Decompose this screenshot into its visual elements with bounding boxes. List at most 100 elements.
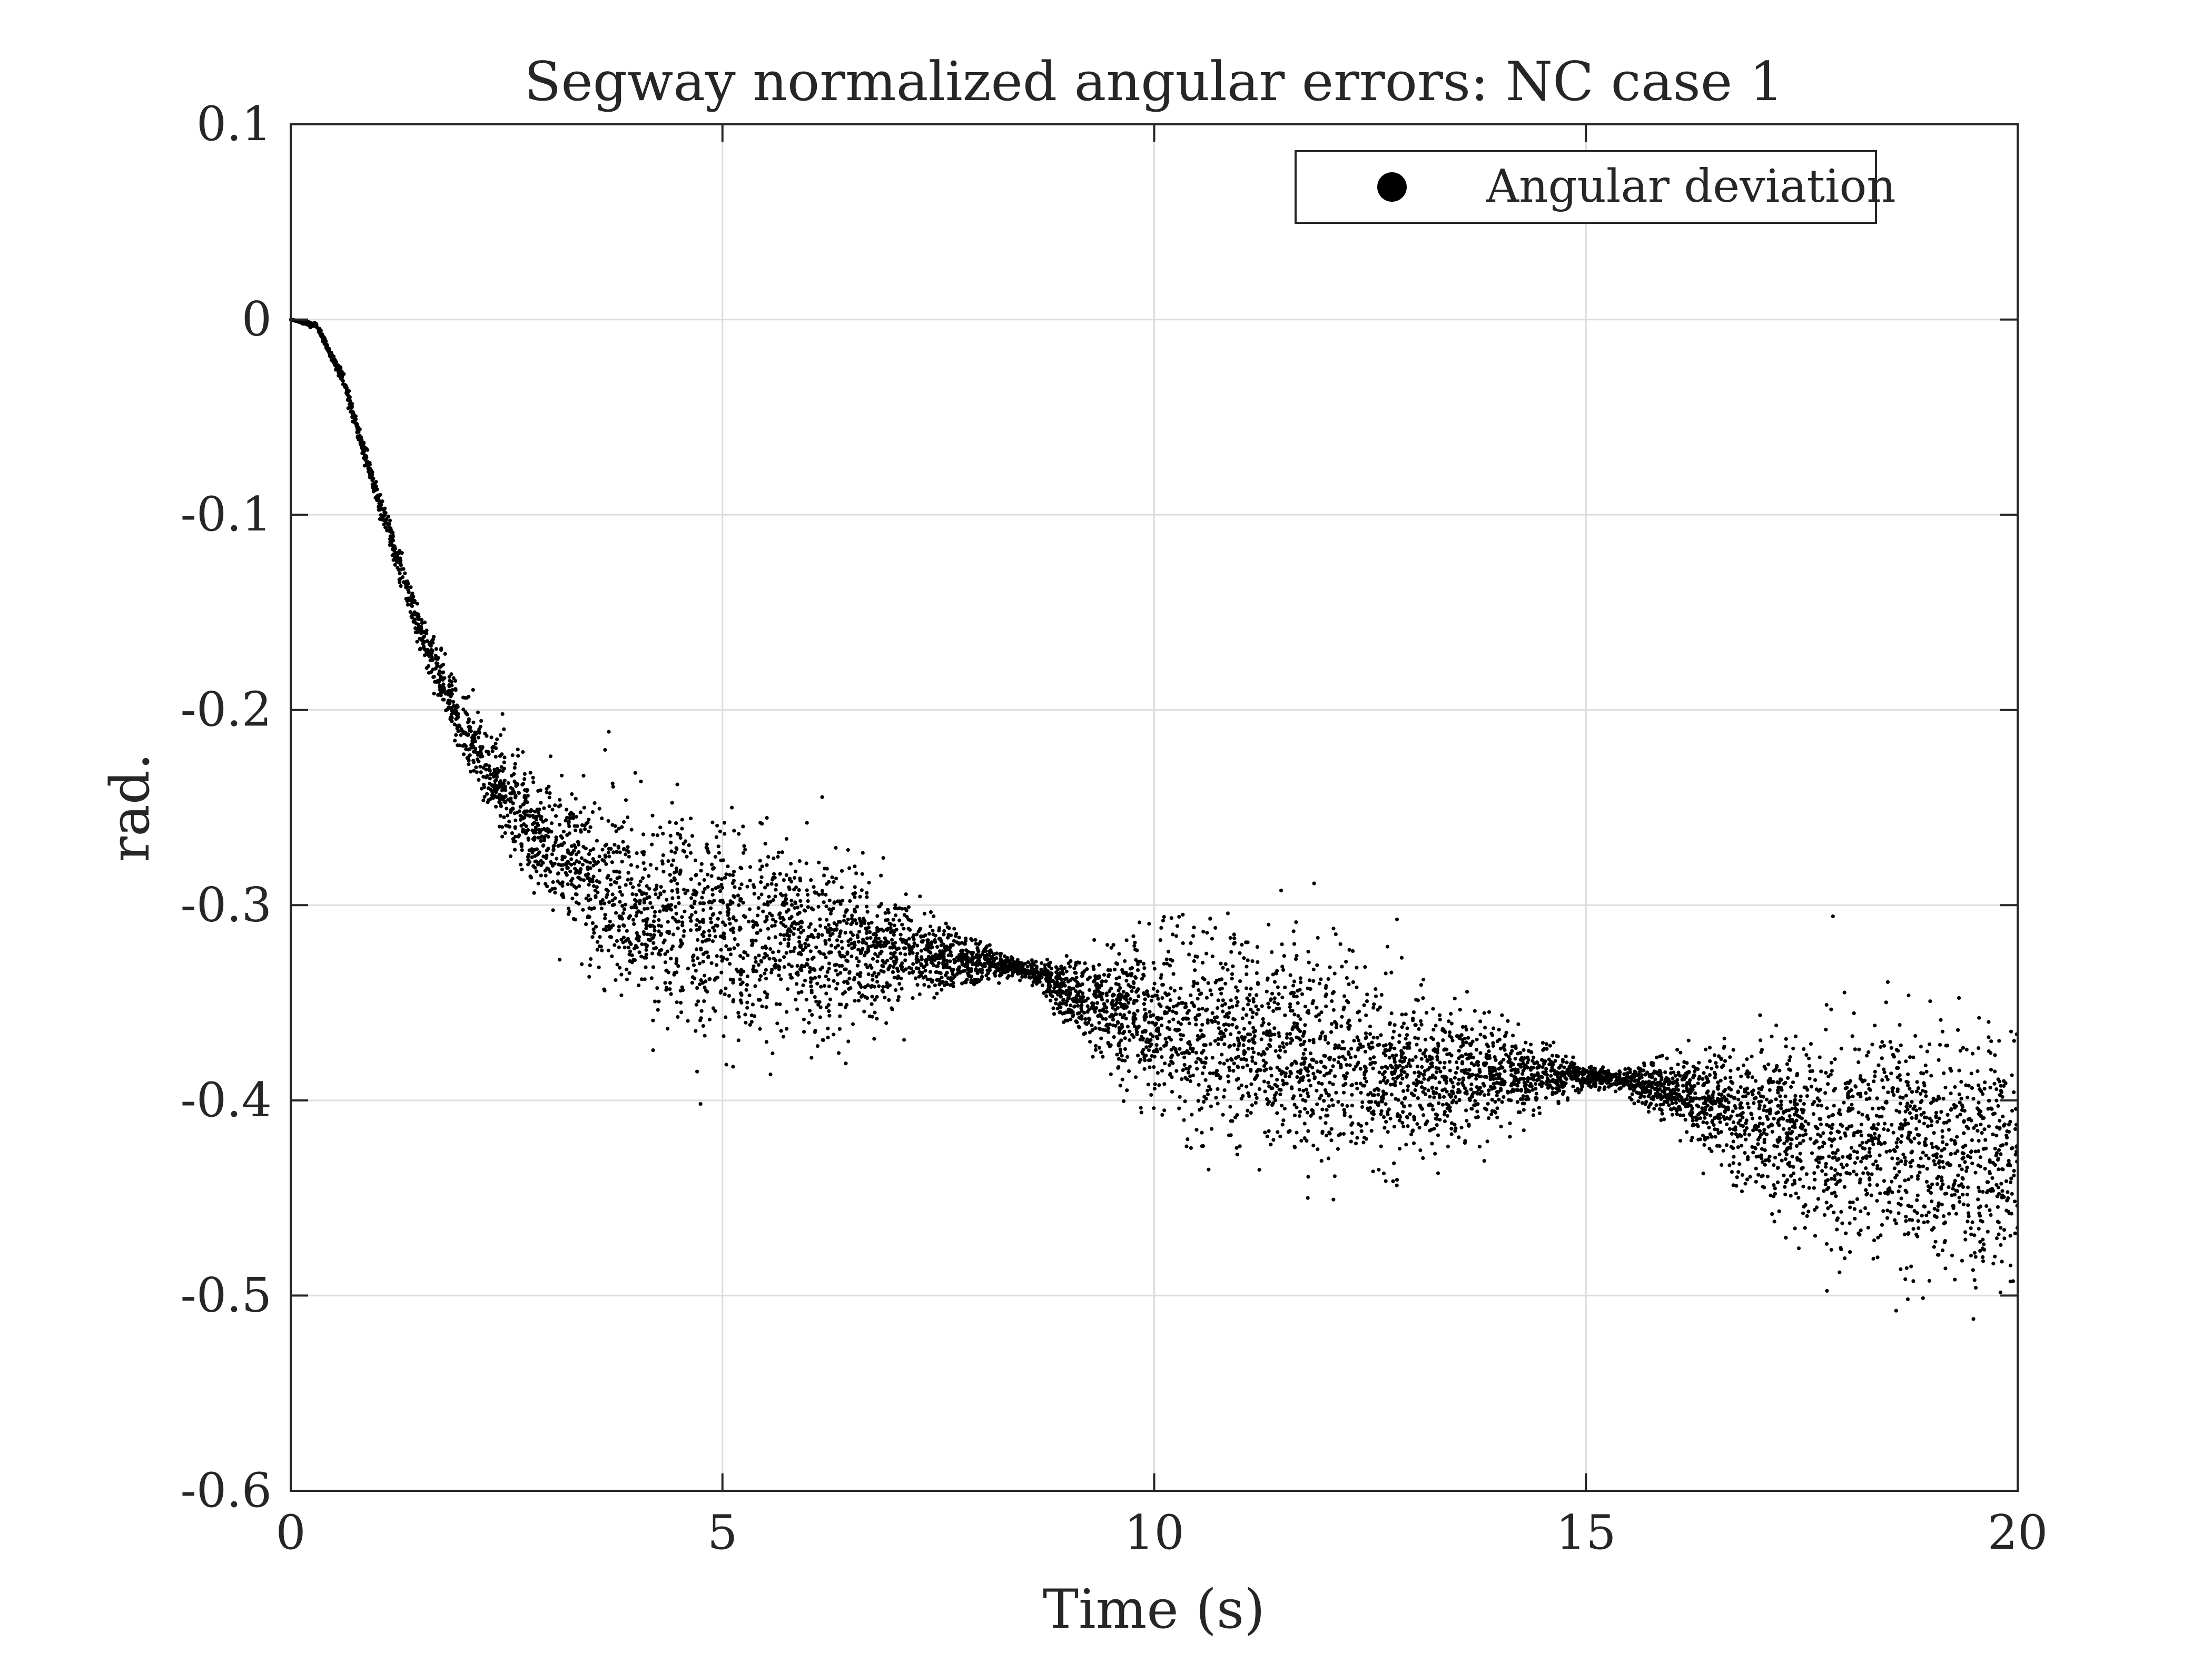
data-point [1202,1065,1206,1069]
data-point [738,978,742,981]
data-point [953,961,956,965]
data-point [861,941,864,945]
data-point [834,969,838,972]
data-point [1432,1096,1436,1099]
data-point [1782,1174,1785,1177]
data-point [803,979,807,982]
data-point [1306,1196,1310,1200]
data-point [1908,1087,1911,1090]
data-point [605,843,608,847]
data-point [419,647,422,651]
data-point [1423,1069,1427,1073]
data-point [1774,1112,1778,1115]
data-point [1790,1130,1794,1134]
data-point [1450,1021,1454,1025]
data-point [1299,980,1302,984]
data-point [1326,1041,1330,1045]
data-point [1830,1144,1833,1148]
data-point [1729,1069,1732,1073]
data-point [1893,1166,1897,1170]
data-point [875,1017,878,1020]
data-point [1446,1145,1450,1148]
data-point [1912,1136,1916,1140]
data-point [1739,1075,1743,1078]
data-point [903,952,907,956]
data-point [1318,1018,1321,1022]
data-point [1790,1155,1794,1158]
data-point [1743,1129,1747,1133]
data-point [1280,965,1284,968]
data-point [1181,1001,1184,1005]
data-point [1295,1130,1298,1134]
data-point [498,825,501,829]
data-point [1389,1117,1393,1120]
data-point [683,910,686,913]
data-point [1298,1110,1302,1114]
data-point [542,807,546,810]
data-point [1771,1130,1774,1134]
data-point [1263,1052,1267,1056]
data-point [453,739,457,742]
data-point [664,988,668,992]
data-point [1160,1113,1164,1117]
data-point [1819,1117,1822,1121]
data-point [1401,1089,1405,1093]
data-point [1281,1123,1285,1126]
data-point [619,973,623,977]
data-point [1772,1194,1775,1198]
data-point [603,748,607,752]
data-point [1156,1037,1159,1040]
data-point [1792,1120,1796,1124]
data-point [1872,1238,1876,1242]
data-point [1928,1279,1931,1283]
data-point [818,918,822,921]
data-point [1052,1012,1056,1016]
data-point [2001,1115,2004,1118]
data-point [752,883,755,887]
data-point [1368,1025,1372,1028]
data-point [809,985,813,988]
data-point [1904,1094,1908,1097]
data-point [1793,1126,1796,1129]
data-point [1229,950,1233,954]
data-point [657,918,660,922]
data-point [827,880,831,884]
data-point [1236,1037,1240,1040]
data-point [845,921,848,925]
data-point [1965,1166,1969,1169]
data-point [754,960,758,963]
data-point [675,882,679,886]
data-point [1291,984,1295,987]
data-point [1944,1192,1948,1195]
data-point [1240,943,1243,947]
data-point [1221,998,1225,1002]
data-point [414,631,418,634]
data-point [1065,999,1069,1003]
data-point [1884,1100,1888,1104]
data-point [1497,1090,1500,1094]
data-point [1408,1112,1412,1116]
data-point [1065,954,1069,958]
data-point [824,991,828,995]
data-point [595,839,599,842]
data-point [1153,1055,1157,1058]
data-point [1136,960,1140,963]
data-point [529,771,532,774]
data-point [1461,1025,1465,1029]
data-point [648,933,652,937]
data-point [766,883,769,887]
data-point [635,899,638,903]
data-point [1852,1149,1856,1153]
data-point [596,940,599,944]
data-point [1797,1246,1801,1250]
data-point [1255,971,1259,975]
data-point [671,945,675,948]
data-point [1788,1164,1792,1168]
data-point [757,906,761,910]
data-point [1907,994,1910,997]
data-point [1698,1116,1702,1120]
data-point [1164,1037,1168,1041]
data-point [1334,932,1338,936]
data-point [1428,1095,1431,1098]
data-point [797,928,801,931]
